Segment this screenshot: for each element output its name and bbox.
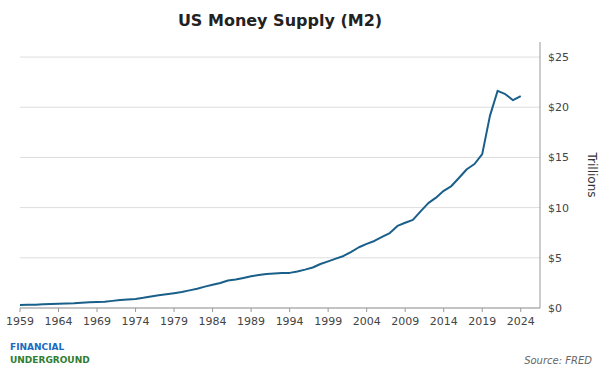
logo-text: FINANCIAL [10, 342, 64, 352]
grid-line [20, 308, 540, 309]
x-tick [212, 308, 213, 312]
grid-line [20, 57, 540, 58]
x-tick-label: 1979 [160, 315, 188, 328]
y-tick-label: $0 [548, 302, 562, 315]
x-tick-label: 1984 [199, 315, 227, 328]
grid-line [20, 107, 540, 108]
source-text: Source: FRED [524, 355, 592, 366]
x-tick-label: 1969 [83, 315, 111, 328]
plot-area [20, 91, 521, 305]
x-tick-label: 1994 [276, 315, 304, 328]
x-tick [443, 308, 444, 312]
x-tick-label: 2004 [353, 315, 381, 328]
y-tick-label: $25 [548, 51, 569, 64]
grid-line [20, 207, 540, 208]
title: US Money Supply (M2) [178, 11, 382, 30]
x-tick [482, 308, 483, 312]
x-tick [328, 308, 329, 312]
grid-line [20, 157, 540, 158]
x-tick-label: 1964 [45, 315, 73, 328]
y-tick-label: $15 [548, 151, 569, 164]
x-axis-line [20, 308, 540, 309]
y-tick-label: $10 [548, 202, 569, 215]
x-tick [135, 308, 136, 312]
y-tick-label: $5 [548, 252, 562, 265]
x-tick [289, 308, 290, 312]
grid-line [20, 257, 540, 258]
x-tick-label: 2024 [507, 315, 535, 328]
x-tick [58, 308, 59, 312]
x-tick-label: 1959 [6, 315, 34, 328]
x-tick [251, 308, 252, 312]
x-tick-label: 2019 [468, 315, 496, 328]
y-axis-label: Trillions [585, 151, 599, 197]
x-tick [174, 308, 175, 312]
x-tick [20, 308, 21, 312]
x-tick-label: 1999 [314, 315, 342, 328]
x-tick-label: 2014 [430, 315, 458, 328]
y-tick-label: $20 [548, 101, 569, 114]
x-tick-label: 2009 [391, 315, 419, 328]
chart: US Money Supply (M2) $0 $5 $10 $15 $20 $25 Tril… [0, 0, 600, 372]
y-axis-line [540, 42, 541, 308]
x-tick-label: 1989 [237, 315, 265, 328]
x-tick [405, 308, 406, 312]
x-tick [366, 308, 367, 312]
x-tick [97, 308, 98, 312]
x-tick [520, 308, 521, 312]
y-grid [20, 57, 540, 308]
x-tick-label: 1974 [122, 315, 150, 328]
m2-line [20, 91, 521, 305]
logo-text: UNDERGROUND [10, 355, 90, 365]
